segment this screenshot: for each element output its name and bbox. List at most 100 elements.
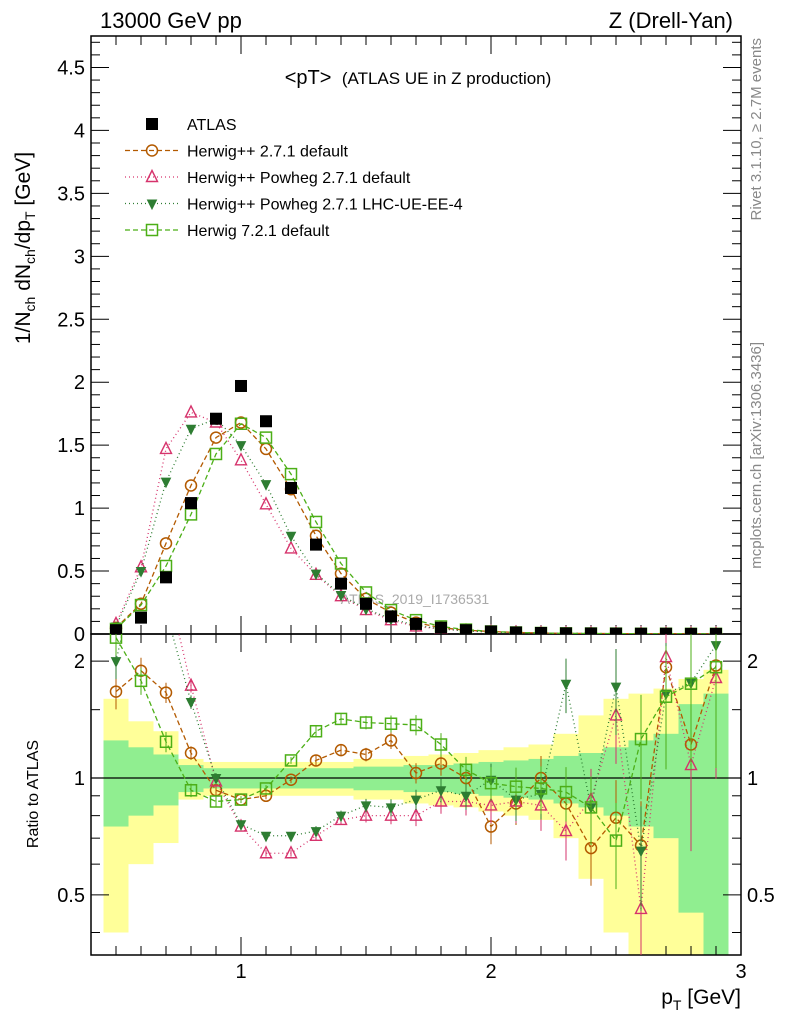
series-point-2	[235, 441, 247, 452]
ratio-point-3	[584, 801, 598, 814]
ratio-point-0	[184, 746, 198, 760]
atlas-data-point	[410, 617, 422, 630]
y-axis-label-sub-ch1: ch	[22, 297, 38, 312]
ratio-point-3	[134, 674, 148, 688]
series-point-2	[135, 567, 147, 578]
series-point-0	[159, 537, 173, 550]
ratio-point-2	[285, 831, 297, 843]
y-axis-label: 1/Nch dNch/dpT [GeV]	[12, 152, 38, 344]
ratio-point-3	[459, 763, 473, 777]
atlas-data-point	[510, 626, 522, 634]
y-tick-label: 4	[74, 120, 85, 142]
series-point-3	[134, 598, 148, 612]
x-axis-label-p: p	[661, 986, 673, 1009]
series-point-2	[285, 531, 297, 543]
ratio-point-3	[709, 660, 723, 674]
ratio-point-3	[209, 795, 223, 808]
ratio-point-3	[559, 785, 573, 799]
atlas-data-point	[385, 610, 397, 623]
ratio-point-2	[110, 657, 122, 668]
ratio-point-3	[259, 782, 273, 795]
ratio-y-tick-label-right: 1	[747, 768, 758, 790]
ratio-point-1	[359, 807, 373, 821]
legend-label: Herwig++ 2.7.1 default	[187, 144, 349, 161]
series-point-2	[335, 590, 347, 602]
ratio-point-2	[360, 801, 372, 813]
x-tick-label: 1	[235, 961, 246, 983]
y-tick-label: 3	[74, 246, 85, 268]
ratio-point-3	[484, 776, 498, 790]
ratio-point-0	[109, 685, 123, 698]
series-point-1	[259, 496, 273, 510]
atlas-data-point	[235, 379, 247, 392]
ratio-point-3	[634, 732, 648, 746]
ratio-point-2	[560, 679, 572, 691]
series-point-0	[209, 431, 223, 444]
ratio-point-1	[309, 827, 323, 841]
series-point-2	[185, 424, 197, 436]
atlas-data-point	[260, 415, 272, 428]
series-point-1	[284, 540, 298, 554]
ratio-point-3	[234, 793, 248, 806]
atlas-data-point	[460, 624, 472, 634]
atlas-data-point	[535, 626, 547, 634]
ratio-point-1	[259, 845, 273, 859]
atlas-data-point	[635, 627, 647, 634]
legend-marker	[145, 168, 159, 183]
series-point-3	[234, 417, 248, 431]
ratio-point-0	[309, 754, 323, 767]
ratio-point-3	[334, 712, 348, 726]
ratio-point-2	[185, 697, 197, 709]
atlas-data-point	[685, 627, 697, 634]
y-tick-label: 2.5	[57, 309, 85, 331]
series-point-2	[310, 569, 322, 581]
legend-label: Herwig++ Powheg 2.7.1 default	[187, 170, 411, 187]
atlas-data-point	[185, 497, 197, 510]
atlas-data-point	[360, 597, 372, 610]
ratio-point-1	[284, 845, 298, 859]
atlas-data-point	[110, 624, 122, 634]
ratio-point-3	[534, 782, 548, 795]
legend-label: Herwig 7.2.1 default	[187, 223, 330, 240]
analysis-watermark: ATLAS_2019_I1736531	[341, 591, 490, 607]
ratio-point-1	[559, 823, 573, 837]
y-tick-label: 1	[74, 498, 85, 520]
ratio-point-2	[335, 811, 347, 823]
x-axis-label-sub-t: T	[673, 997, 682, 1013]
series-point-3	[284, 467, 298, 481]
series-point-2	[260, 480, 272, 491]
ratio-point-2	[235, 820, 247, 831]
series-point-3	[309, 515, 323, 529]
y-tick-label: 0.5	[57, 561, 85, 583]
ratio-point-2	[210, 774, 222, 785]
plot-title-sub: (ATLAS UE in Z production)	[342, 69, 551, 88]
ratio-y-tick-label-right: 0.5	[747, 885, 775, 907]
ratio-point-0	[334, 743, 348, 757]
header-left: 13000 GeV pp	[100, 8, 242, 33]
x-axis-label-unit: [GeV]	[681, 986, 741, 1009]
ratio-point-3	[659, 690, 673, 703]
ratio-point-0	[359, 748, 373, 761]
y-tick-label: 4.5	[57, 57, 85, 79]
atlas-data-point	[160, 571, 172, 584]
legend-label: ATLAS	[187, 117, 237, 134]
ratio-point-2	[410, 795, 422, 807]
y-axis-label-e: /dp	[12, 220, 35, 249]
series-point-0	[184, 479, 198, 492]
atlas-data-point	[335, 577, 347, 590]
ratio-point-3	[359, 716, 373, 729]
ratio-point-2	[137, 547, 146, 556]
main-axes: 0 0.5 1 1.5 2 2.5 3 3.5 4 4.5	[57, 36, 741, 646]
series-line-0	[115, 421, 716, 634]
legend-marker	[146, 118, 158, 130]
series-point-3	[209, 447, 223, 461]
ratio-point-0	[284, 773, 298, 786]
x-axis-label: pT [GeV]	[661, 986, 741, 1013]
series-point-1	[234, 452, 248, 466]
ratio-y-tick-label: 1	[74, 768, 85, 790]
ratio-point-3	[609, 834, 623, 847]
y-axis-label-c: dN	[12, 264, 35, 297]
rivet-label: Rivet 3.1.10, ≥ 2.7M events	[748, 38, 765, 221]
ratio-y-axis-label: Ratio to ATLAS	[25, 740, 42, 848]
